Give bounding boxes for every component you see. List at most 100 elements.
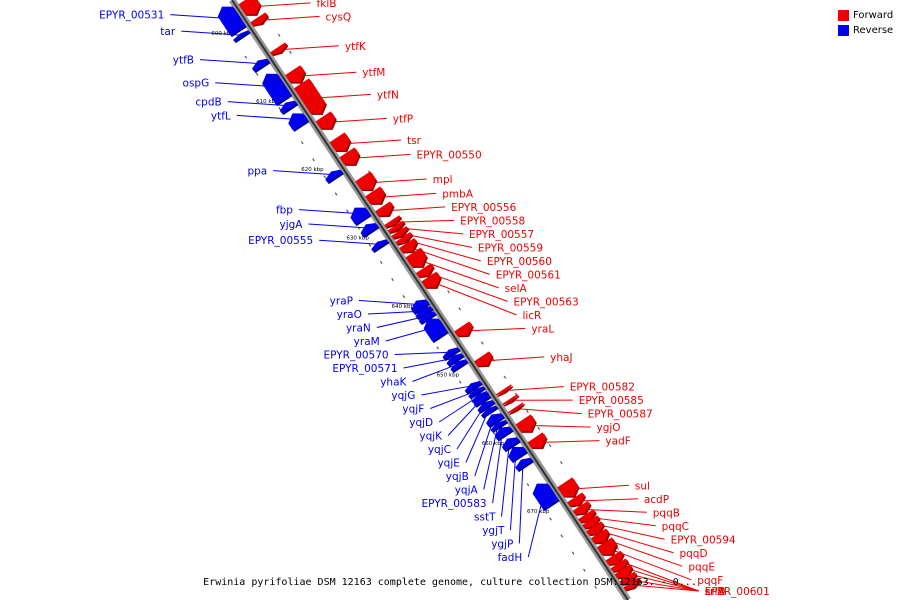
- reverse-gene-arrow: [486, 413, 504, 427]
- reverse-gene-arrow: [288, 113, 308, 131]
- kbp-label: 670 kbp: [527, 509, 550, 515]
- leader-line: [577, 498, 638, 502]
- tick-mark: [503, 375, 507, 379]
- forward-gene-arrow: [315, 111, 336, 129]
- tick-mark: [244, 55, 248, 59]
- reverse-gene-label: yraN: [346, 323, 371, 335]
- reverse-gene-arrow: [532, 483, 559, 510]
- forward-gene-arrow: [527, 432, 546, 448]
- reverse-gene-label: yqjF: [402, 404, 424, 416]
- reverse-gene-label: ytfB: [173, 55, 194, 67]
- reverse-gene-arrow: [450, 359, 468, 372]
- forward-gene-arrow: [384, 215, 401, 228]
- forward-gene-label: yraL: [531, 323, 554, 335]
- tick-mark: [583, 568, 586, 572]
- reverse-gene-label: EPYR_00570: [324, 350, 389, 362]
- tick-mark: [379, 260, 383, 264]
- reverse-gene-label: ppa: [247, 166, 267, 178]
- tick-mark: [560, 461, 563, 465]
- legend-forward: Forward: [838, 8, 893, 23]
- forward-gene-label: EPYR_00558: [460, 215, 525, 227]
- forward-gene-label: pqqB: [653, 507, 680, 519]
- forward-gene-arrow: [605, 550, 624, 565]
- leader-line: [350, 153, 411, 159]
- forward-gene-label: tsr: [407, 135, 422, 147]
- reverse-gene-arrow: [480, 405, 498, 418]
- tick-mark: [255, 72, 259, 76]
- forward-gene-label: EPYR_00550: [417, 149, 482, 161]
- reverse-gene-label: yqjC: [428, 444, 451, 456]
- forward-gene-arrow: [507, 402, 524, 414]
- leader-line: [464, 327, 526, 332]
- kbp-label: 650 kbp: [437, 372, 460, 378]
- forward-gene-arrow: [391, 226, 408, 239]
- leader-line: [327, 117, 387, 123]
- leader-line: [298, 209, 359, 215]
- gene-arrow-shadow: [469, 387, 487, 400]
- reverse-gene-label: EPYR_00531: [99, 10, 164, 22]
- leader-line: [273, 170, 333, 176]
- tick-mark: [277, 33, 281, 37]
- gene-arrow-shadow: [491, 421, 509, 434]
- leader-line: [484, 356, 545, 362]
- forward-gene-arrow: [502, 394, 519, 406]
- forward-gene-arrow: [567, 492, 585, 506]
- reverse-gene-arrow: [473, 394, 491, 407]
- leader-line: [376, 192, 437, 198]
- reverse-gene-arrow: [468, 386, 485, 398]
- forward-gene-label: pqqE: [688, 561, 715, 573]
- reverse-gene-arrow: [501, 437, 520, 451]
- forward-gene-label: pqqC: [662, 521, 689, 533]
- tick-mark: [323, 175, 327, 179]
- leader-line: [569, 484, 629, 490]
- leader-line: [308, 223, 369, 229]
- leader-line: [296, 71, 357, 77]
- forward-gene-label: fklB: [317, 0, 337, 10]
- forward-gene-label: yadF: [605, 436, 630, 448]
- forward-gene-label: sul: [635, 480, 650, 492]
- forward-gene-arrow: [285, 65, 305, 83]
- leader-line: [394, 351, 451, 356]
- tick-mark: [312, 158, 315, 162]
- tick-mark: [402, 295, 406, 299]
- reverse-gene-arrow: [515, 457, 533, 471]
- reverse-gene-label: yraM: [354, 336, 380, 348]
- forward-gene-arrow: [454, 321, 473, 336]
- kbp-label: 630 kbp: [346, 236, 369, 242]
- forward-gene-arrow: [515, 414, 536, 432]
- forward-gene-label: ytfP: [393, 113, 413, 125]
- reverse-gene-label: ygjP: [491, 539, 513, 551]
- forward-gene-label: ytfM: [362, 67, 385, 79]
- reverse-gene-arrow: [442, 347, 460, 360]
- tick-mark: [537, 426, 541, 431]
- forward-gene-label: EPYR_00582: [570, 382, 635, 394]
- forward-gene-label: selA: [505, 283, 528, 295]
- forward-gene-arrow: [365, 186, 385, 204]
- leader-line: [385, 206, 446, 212]
- leader-line: [412, 363, 459, 382]
- tick-mark: [458, 307, 462, 311]
- tick-mark: [594, 585, 597, 589]
- forward-gene-label: acdP: [644, 494, 669, 506]
- reverse-gene-label: cpdB: [195, 97, 221, 109]
- tick-mark: [447, 290, 450, 294]
- legend-reverse-label: Reverse: [853, 25, 894, 36]
- reverse-gene-arrow: [279, 100, 297, 114]
- forward-gene-label: mpl: [433, 174, 453, 186]
- reverse-gene-label: yhaK: [380, 377, 407, 389]
- reverse-gene-label: yjgA: [280, 219, 304, 231]
- leader-line: [199, 59, 260, 65]
- leader-line: [259, 15, 320, 21]
- gene-arrow-shadow: [482, 406, 499, 419]
- leader-line: [279, 45, 339, 51]
- forward-gene-label: pqqD: [679, 548, 707, 560]
- reverse-gene-label: fbp: [276, 205, 293, 217]
- forward-gene-arrow: [596, 537, 617, 555]
- gene-arrow-shadow: [466, 382, 483, 395]
- gene-arrows: [217, 0, 642, 592]
- forward-gene-arrow: [586, 521, 604, 535]
- tick-mark: [300, 141, 304, 145]
- reverse-gene-label: ospG: [183, 78, 210, 90]
